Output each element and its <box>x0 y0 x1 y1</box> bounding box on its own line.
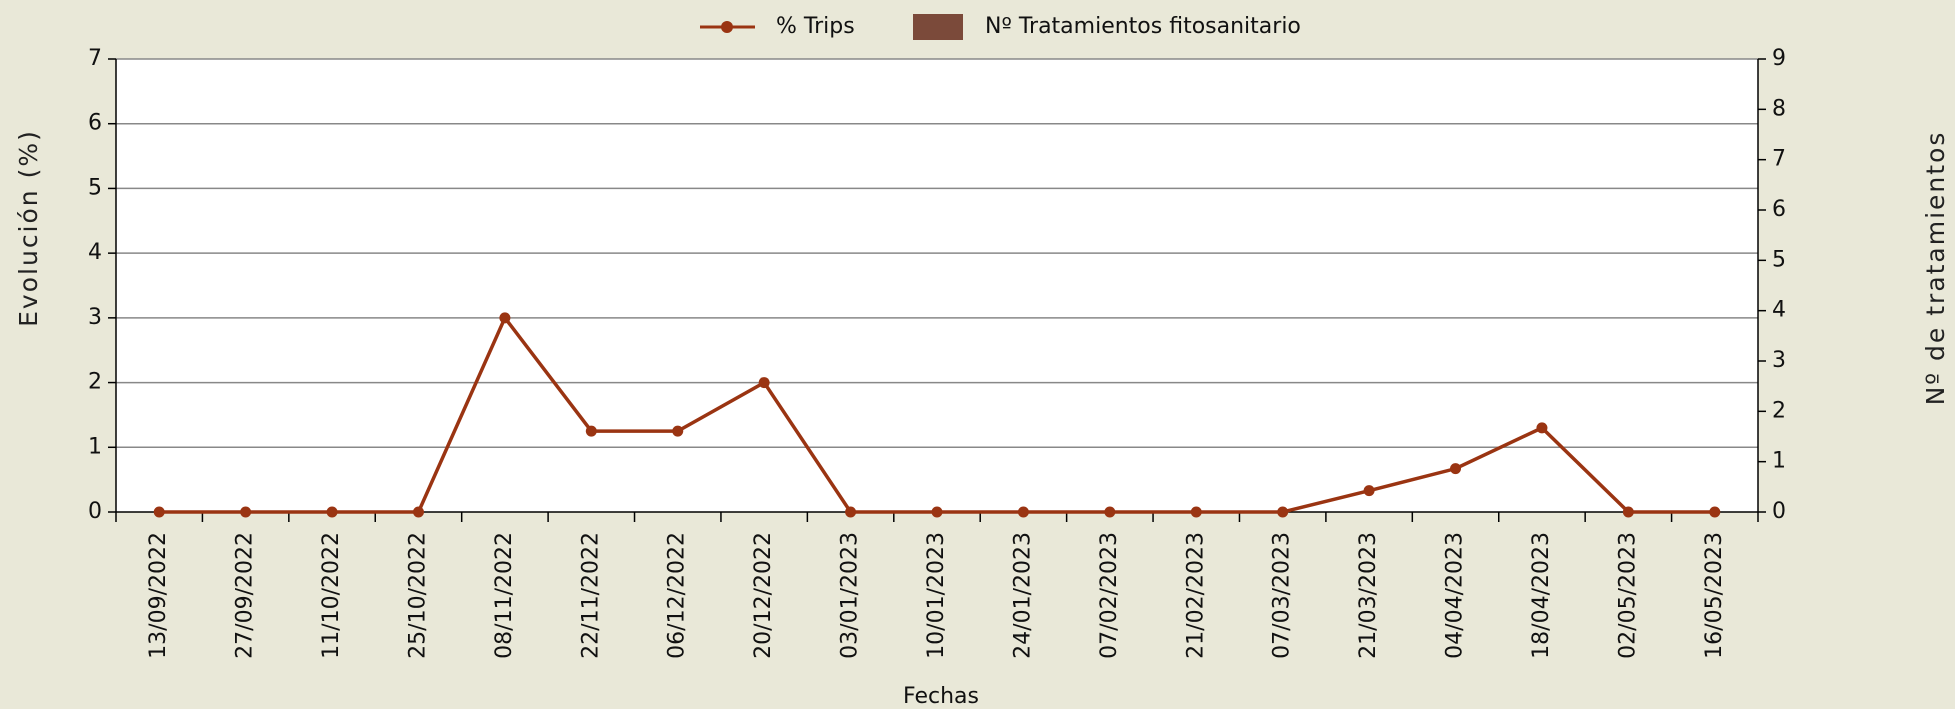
x-tick-label: 02/05/2023 <box>1615 532 1640 659</box>
x-tick-label: 18/04/2023 <box>1529 532 1554 659</box>
point <box>1017 506 1029 518</box>
y2-tick-label: 3 <box>1772 348 1786 373</box>
y2-tick-label: 2 <box>1772 398 1786 423</box>
y-tick-label: 5 <box>88 175 102 200</box>
point <box>412 506 424 518</box>
x-tick-label: 06/12/2022 <box>665 532 690 659</box>
point <box>1104 506 1116 518</box>
x-tick-label: 20/12/2022 <box>751 532 776 659</box>
y2-tick-label: 6 <box>1772 197 1786 222</box>
legend-swatch <box>913 14 963 40</box>
y2-axis-title: Nº de tratamientos <box>1921 131 1950 406</box>
x-tick-label: 04/04/2023 <box>1443 532 1468 659</box>
point <box>153 506 165 518</box>
y2-tick-label: 9 <box>1772 46 1786 71</box>
y2-tick-label: 7 <box>1772 147 1786 172</box>
y-tick-label: 0 <box>88 499 102 524</box>
x-tick-label: 07/03/2023 <box>1270 532 1295 659</box>
legend-label: % Trips <box>776 14 855 39</box>
x-tick-label: 13/09/2022 <box>146 532 171 659</box>
point <box>326 506 338 518</box>
point <box>1363 485 1375 497</box>
y-tick-label: 6 <box>88 111 102 136</box>
point <box>499 312 511 324</box>
y2-tick-label: 8 <box>1772 96 1786 121</box>
x-tick-label: 24/01/2023 <box>1010 532 1035 659</box>
x-axis-title: Fechas <box>903 684 979 709</box>
x-tick-label: 27/09/2022 <box>233 532 258 659</box>
point <box>845 506 857 518</box>
plot-area <box>116 59 1758 512</box>
y2-tick-label: 1 <box>1772 449 1786 474</box>
point <box>1536 422 1548 434</box>
point <box>1622 506 1634 518</box>
point <box>1450 463 1462 475</box>
point <box>240 506 252 518</box>
x-tick-label: 22/11/2022 <box>578 532 603 659</box>
x-tick-label: 21/02/2023 <box>1183 532 1208 659</box>
y2-tick-label: 0 <box>1772 499 1786 524</box>
legend-label: Nº Tratamientos fitosanitario <box>985 14 1301 39</box>
y-tick-label: 4 <box>88 240 102 265</box>
x-tick-label: 16/05/2023 <box>1702 532 1727 659</box>
x-tick-label: 07/02/2023 <box>1097 532 1122 659</box>
point <box>585 425 597 437</box>
y2-tick-label: 5 <box>1772 247 1786 272</box>
y-tick-label: 3 <box>88 305 102 330</box>
legend-marker <box>721 21 733 33</box>
x-tick-label: 21/03/2023 <box>1356 532 1381 659</box>
x-tick-label: 11/10/2022 <box>319 532 344 659</box>
point <box>758 377 770 389</box>
point <box>672 425 684 437</box>
point <box>1190 506 1202 518</box>
y-tick-label: 1 <box>88 434 102 459</box>
y-axis-title: Evolución (%) <box>14 129 43 327</box>
point <box>931 506 943 518</box>
y-tick-label: 2 <box>88 370 102 395</box>
point <box>1277 506 1289 518</box>
point <box>1709 506 1721 518</box>
y2-tick-label: 4 <box>1772 298 1786 323</box>
x-tick-label: 10/01/2023 <box>924 532 949 659</box>
x-tick-label: 03/01/2023 <box>838 532 863 659</box>
y-tick-label: 7 <box>88 46 102 71</box>
x-tick-label: 25/10/2022 <box>405 532 430 659</box>
x-tick-label: 08/11/2022 <box>492 532 517 659</box>
